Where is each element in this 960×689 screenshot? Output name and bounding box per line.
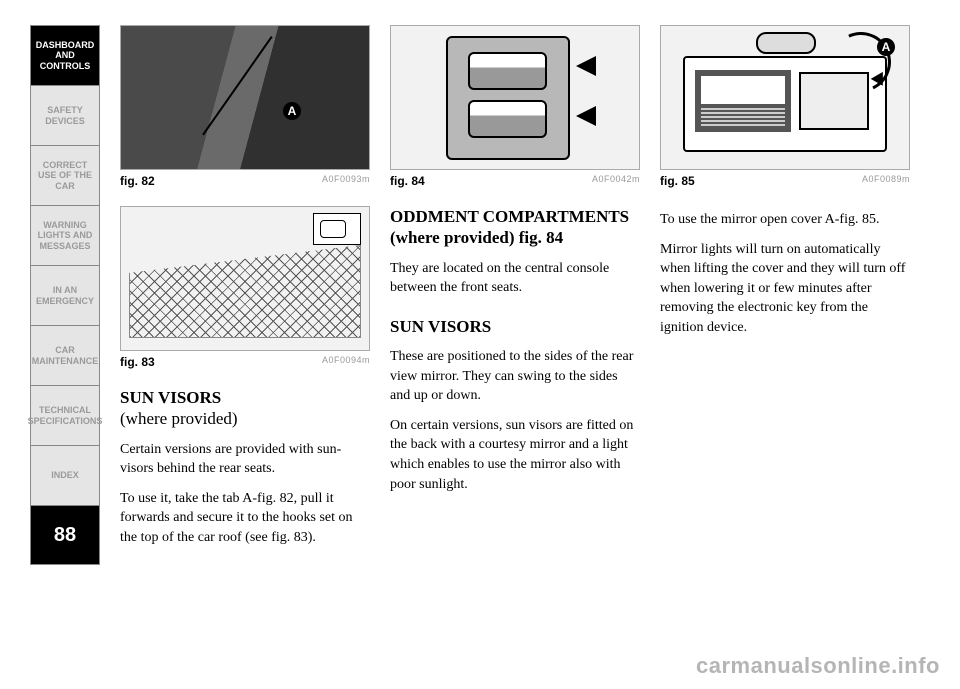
tab-dashboard[interactable]: DASHBOARD AND CONTROLS [30, 25, 100, 85]
fig84-panel [446, 36, 570, 160]
tab-safety[interactable]: SAFETY DEVICES [30, 85, 100, 145]
fig84-arrow-1-icon [576, 56, 596, 76]
fig85-caption: fig. 85 A0F0089m [660, 174, 910, 188]
col3-p2: Mirror lights will turn on automatically… [660, 240, 910, 338]
fig83-caption: fig. 83 A0F0094m [120, 355, 370, 369]
figure-83 [120, 206, 370, 351]
fig84-caption: fig. 84 A0F0042m [390, 174, 640, 188]
figure-84 [390, 25, 640, 170]
watermark: carmanualsonline.info [696, 653, 940, 679]
fig85-warning-label [695, 70, 791, 132]
fig84-code: A0F0042m [592, 174, 640, 184]
page-content: A fig. 82 A0F0093m fig. 83 A0F0094m SUN … [120, 25, 930, 665]
column-3: A fig. 85 A0F0089m To use the mirror ope… [660, 25, 910, 338]
fig83-caption-text: fig. 83 [120, 355, 155, 369]
col2-heading-1: ODDMENT COMPARTMENTS (where provided) fi… [390, 206, 640, 249]
col2-p2: These are positioned to the sides of the… [390, 347, 640, 406]
tab-index[interactable]: INDEX [30, 445, 100, 505]
tab-maintenance[interactable]: CAR MAINTENANCE [30, 325, 100, 385]
fig84-arrow-2-icon [576, 106, 596, 126]
fig85-mount [756, 32, 816, 54]
col2-heading-2: SUN VISORS [390, 316, 640, 337]
fig84-slot-1 [468, 52, 547, 90]
tab-tech-spec[interactable]: TECHNICAL SPECIFICATIONS [30, 385, 100, 445]
col1-p1: Certain versions are provided with sun-v… [120, 440, 370, 479]
tab-correct-use[interactable]: CORRECT USE OF THE CAR [30, 145, 100, 205]
manual-page: DASHBOARD AND CONTROLS SAFETY DEVICES CO… [0, 0, 960, 689]
fig84-caption-text: fig. 84 [390, 174, 425, 188]
fig83-code: A0F0094m [322, 355, 370, 365]
col3-p1: To use the mirror open cover A-fig. 85. [660, 210, 910, 230]
column-2: fig. 84 A0F0042m ODDMENT COMPARTMENTS (w… [390, 25, 640, 494]
fig82-callout-a: A [283, 102, 301, 120]
col1-heading-sub: (where provided) [120, 408, 370, 429]
tab-warnings[interactable]: WARNING LIGHTS AND MESSAGES [30, 205, 100, 265]
fig82-bg [121, 26, 369, 169]
fig85-code: A0F0089m [862, 174, 910, 184]
tab-emergency[interactable]: IN AN EMERGENCY [30, 265, 100, 325]
col1-heading-text: SUN VISORS [120, 388, 221, 407]
col2-p3: On certain versions, sun visors are fitt… [390, 416, 640, 494]
fig84-slot-2 [468, 100, 547, 138]
fig82-caption: fig. 82 A0F0093m [120, 174, 370, 188]
column-1: A fig. 82 A0F0093m fig. 83 A0F0094m SUN … [120, 25, 370, 547]
col1-heading: SUN VISORS (where provided) [120, 387, 370, 430]
fig82-caption-text: fig. 82 [120, 174, 155, 188]
col1-p2: To use it, take the tab A-fig. 82, pull … [120, 489, 370, 548]
section-tabs: DASHBOARD AND CONTROLS SAFETY DEVICES CO… [30, 25, 100, 565]
page-number: 88 [30, 505, 100, 565]
figure-85: A [660, 25, 910, 170]
fig83-inset [313, 213, 361, 245]
fig83-net [129, 245, 361, 338]
fig85-caption-text: fig. 85 [660, 174, 695, 188]
col2-p1: They are located on the central console … [390, 259, 640, 298]
figure-82: A [120, 25, 370, 170]
fig82-code: A0F0093m [322, 174, 370, 184]
fig85-callout-a: A [877, 38, 895, 56]
